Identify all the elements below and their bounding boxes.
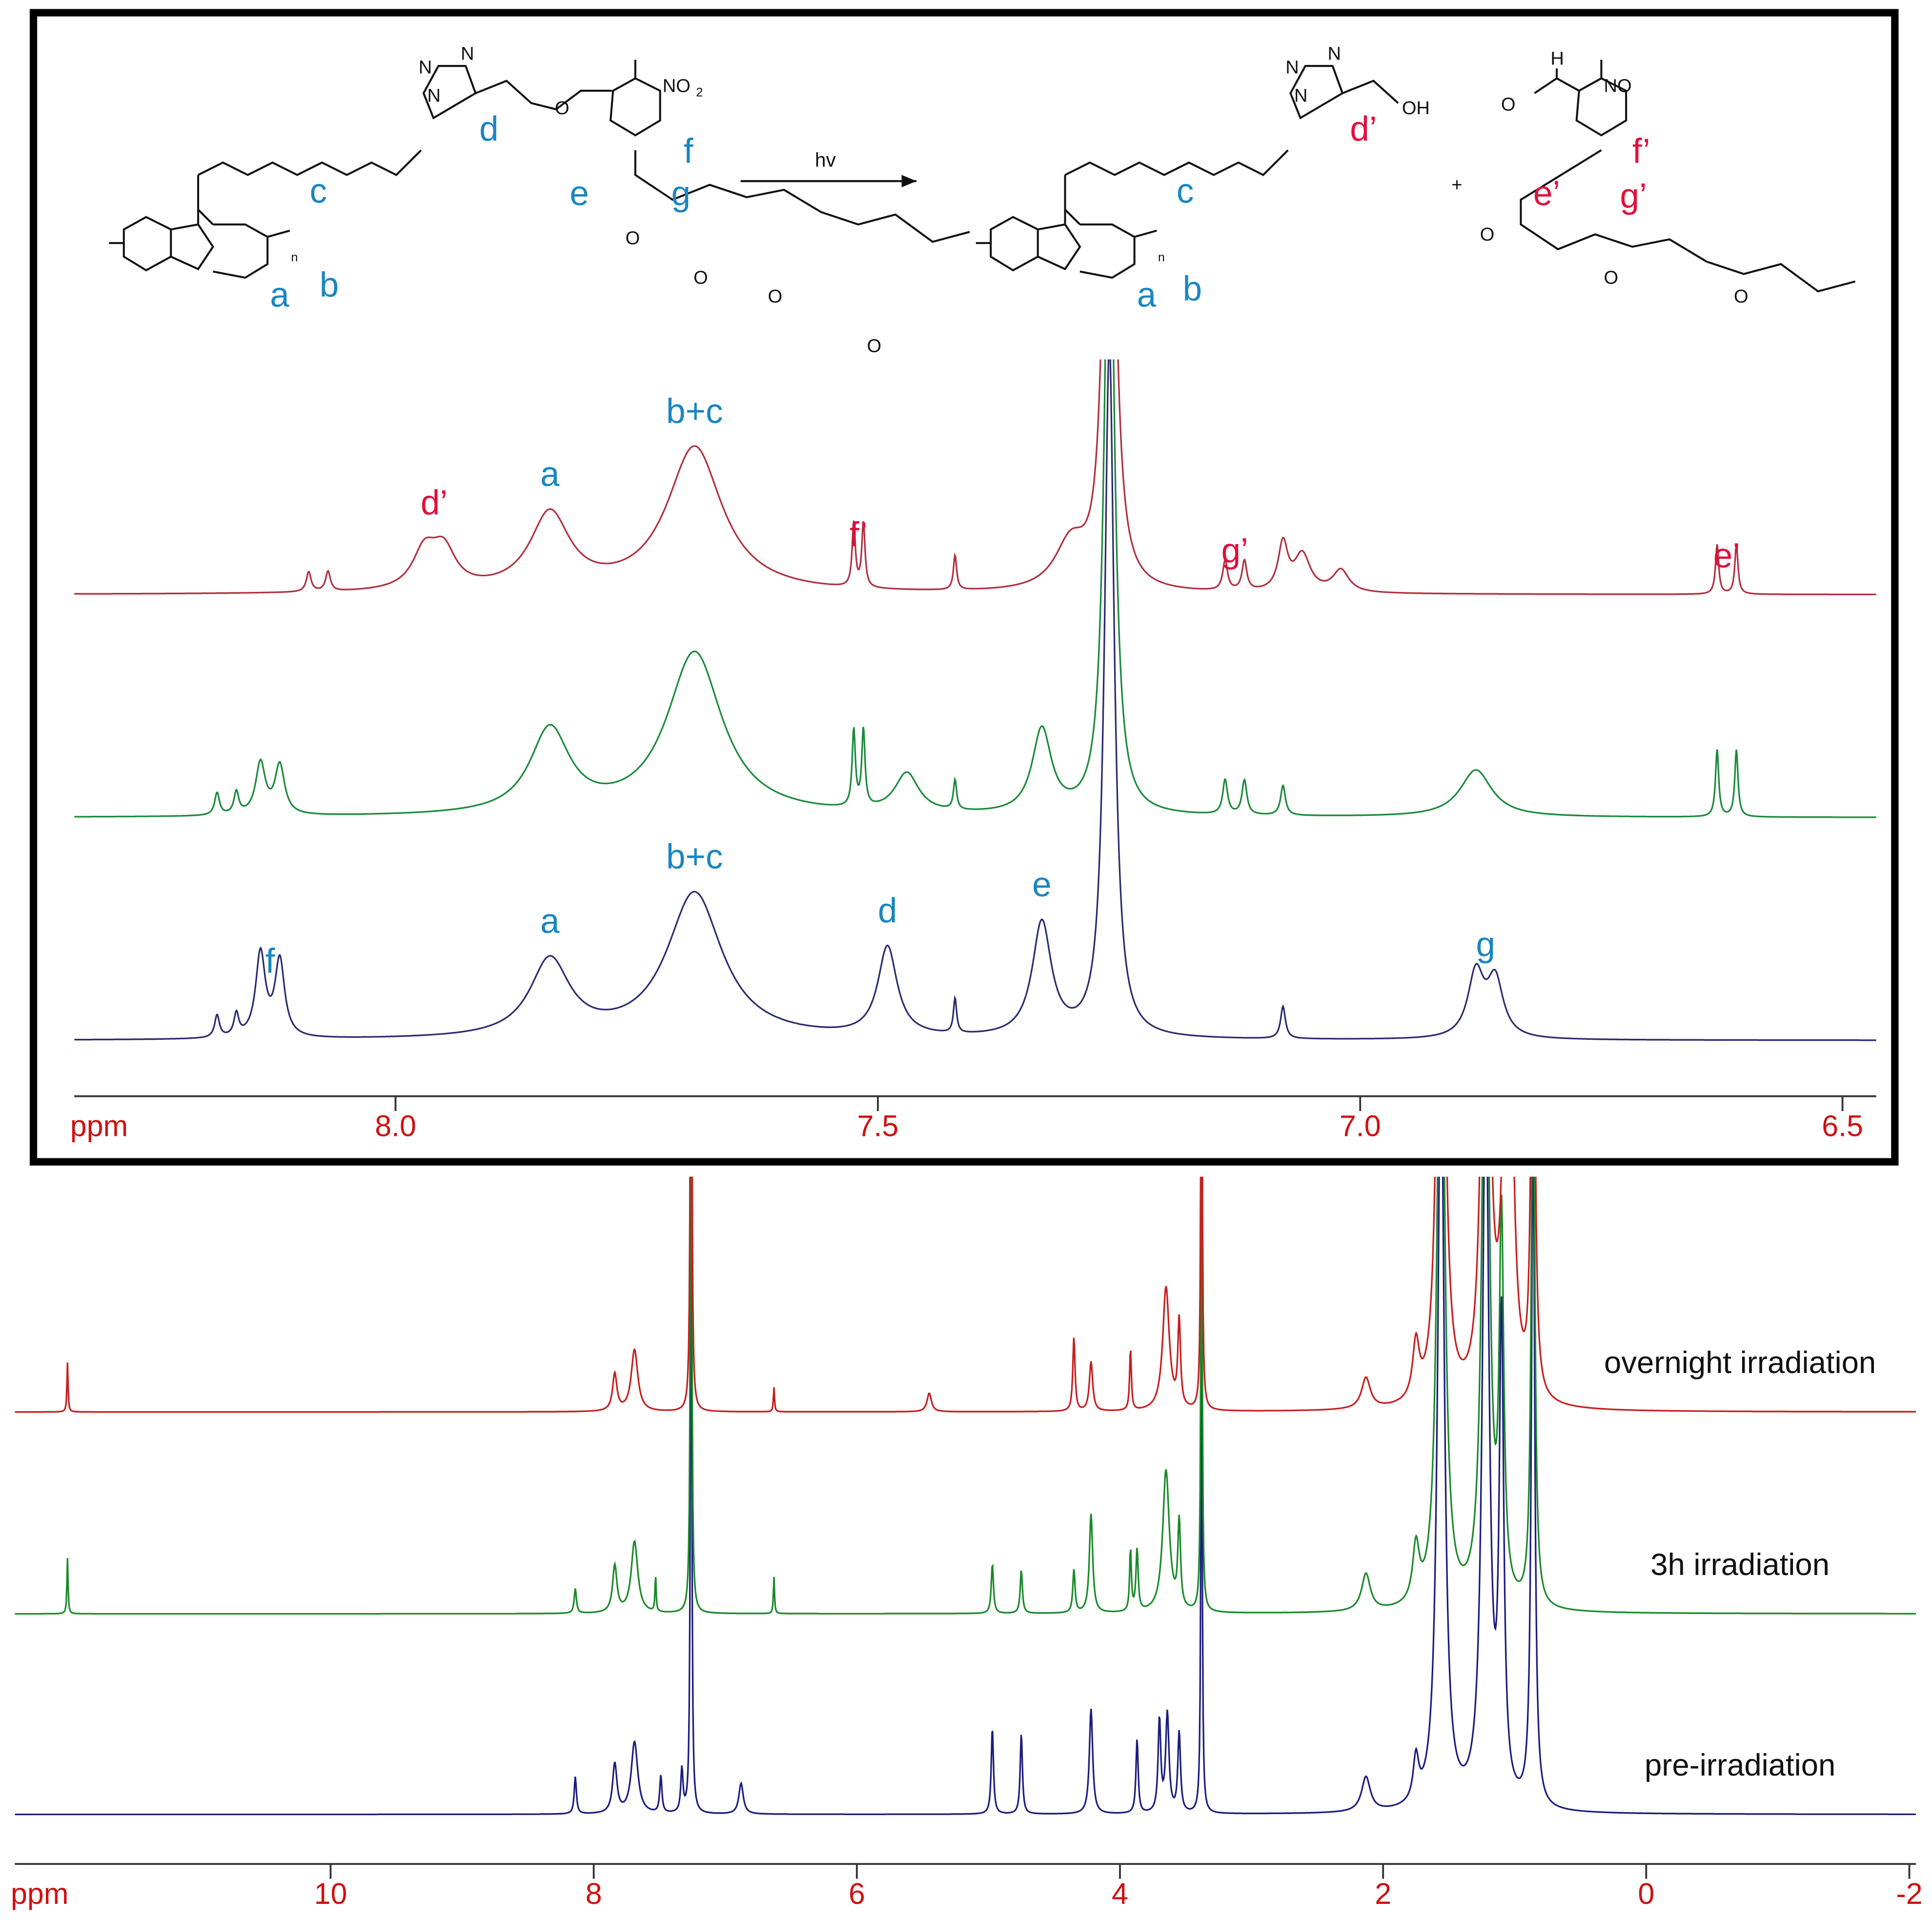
peak-label: b+c [666,838,723,876]
series-label: overnight irradiation [1604,1346,1876,1380]
svg-text:O: O [1480,224,1495,245]
svg-text:O: O [555,98,569,119]
peak-label: d’ [421,484,447,522]
svg-text:n: n [291,250,298,264]
peak-label: a [540,455,560,494]
scheme: N N N O NO 2 O O O O n a b c d e f g hv … [109,43,1856,356]
peak-label: g [1476,926,1495,964]
svg-text:H: H [1550,49,1564,69]
svg-text:NO: NO [663,76,691,96]
svg-text:+: + [1451,175,1462,195]
series-label: pre-irradiation [1645,1748,1835,1782]
svg-text:N: N [419,57,432,78]
x-tick-label: 8 [586,1877,602,1910]
svg-text:N: N [1294,86,1307,106]
svg-text:e’: e’ [1533,174,1560,213]
x-tick-label: 6.5 [1822,1110,1863,1143]
spectrum-line [74,359,1876,1041]
spectrum-line [15,1176,1916,1615]
svg-text:f’: f’ [1632,132,1650,171]
inset-spectra: 8.0 7.5 7.0 6.5 ppm f a b+c d e g d’ a b+c f’ g’ e’ [70,359,1876,1143]
x-tick-label: -2 [1896,1877,1922,1910]
peak-label: g’ [1221,531,1248,570]
svg-text:2: 2 [696,86,703,100]
series-label: 3h irradiation [1650,1548,1830,1582]
svg-text:n: n [1158,250,1165,264]
peak-label: d [878,891,897,930]
spectrum-line [15,1176,1916,1413]
svg-text:O: O [693,268,708,288]
x-tick-label: 8.0 [375,1110,416,1143]
svg-text:e: e [569,174,589,213]
svg-text:a: a [1137,276,1157,315]
svg-text:O: O [1501,94,1516,115]
spectrum-line [74,359,1876,595]
x-tick-label: 0 [1638,1877,1654,1910]
svg-text:NO: NO [1604,76,1631,96]
svg-text:O: O [867,336,881,356]
x-tick-label: 7.0 [1340,1110,1381,1143]
x-tick-label: 2 [1375,1877,1391,1910]
spectrum-line [15,1176,1916,1816]
x-axis-label: ppm [11,1877,68,1910]
svg-text:a: a [270,276,289,315]
svg-text:c: c [1177,172,1194,210]
svg-text:b: b [320,266,339,304]
peak-label: e’ [1713,537,1740,575]
spectrum-line [74,359,1876,818]
svg-text:f: f [684,132,693,171]
svg-text:d: d [479,110,499,148]
peak-label: b+c [666,392,723,431]
main-spectra: pre-irradiation 3h irradiation overnight i… [11,1176,1923,1910]
x-tick-label: 7.5 [857,1110,899,1143]
svg-text:b: b [1183,270,1202,308]
x-tick-label: 6 [849,1877,865,1910]
svg-text:N: N [427,86,441,106]
svg-text:O: O [1604,268,1618,288]
svg-text:g: g [671,174,691,213]
x-tick-label: 4 [1112,1877,1128,1910]
peak-label: f [265,942,275,981]
peak-label: f’ [850,516,868,554]
svg-text:O: O [626,228,640,249]
peak-label: a [540,902,560,941]
inset-frame [29,9,1899,1166]
svg-text:c: c [309,172,327,210]
svg-text:OH: OH [1402,98,1430,119]
svg-text:g’: g’ [1620,177,1647,216]
svg-text:N: N [461,43,474,64]
peak-label: e [1032,866,1052,904]
svg-text:hv: hv [815,148,836,171]
svg-text:O: O [768,286,782,307]
x-tick-label: 10 [314,1877,347,1910]
svg-text:N: N [1285,57,1299,78]
svg-text:N: N [1328,43,1341,64]
svg-text:d’: d’ [1350,110,1377,148]
x-axis-label: ppm [70,1110,128,1143]
svg-text:O: O [1734,286,1749,307]
